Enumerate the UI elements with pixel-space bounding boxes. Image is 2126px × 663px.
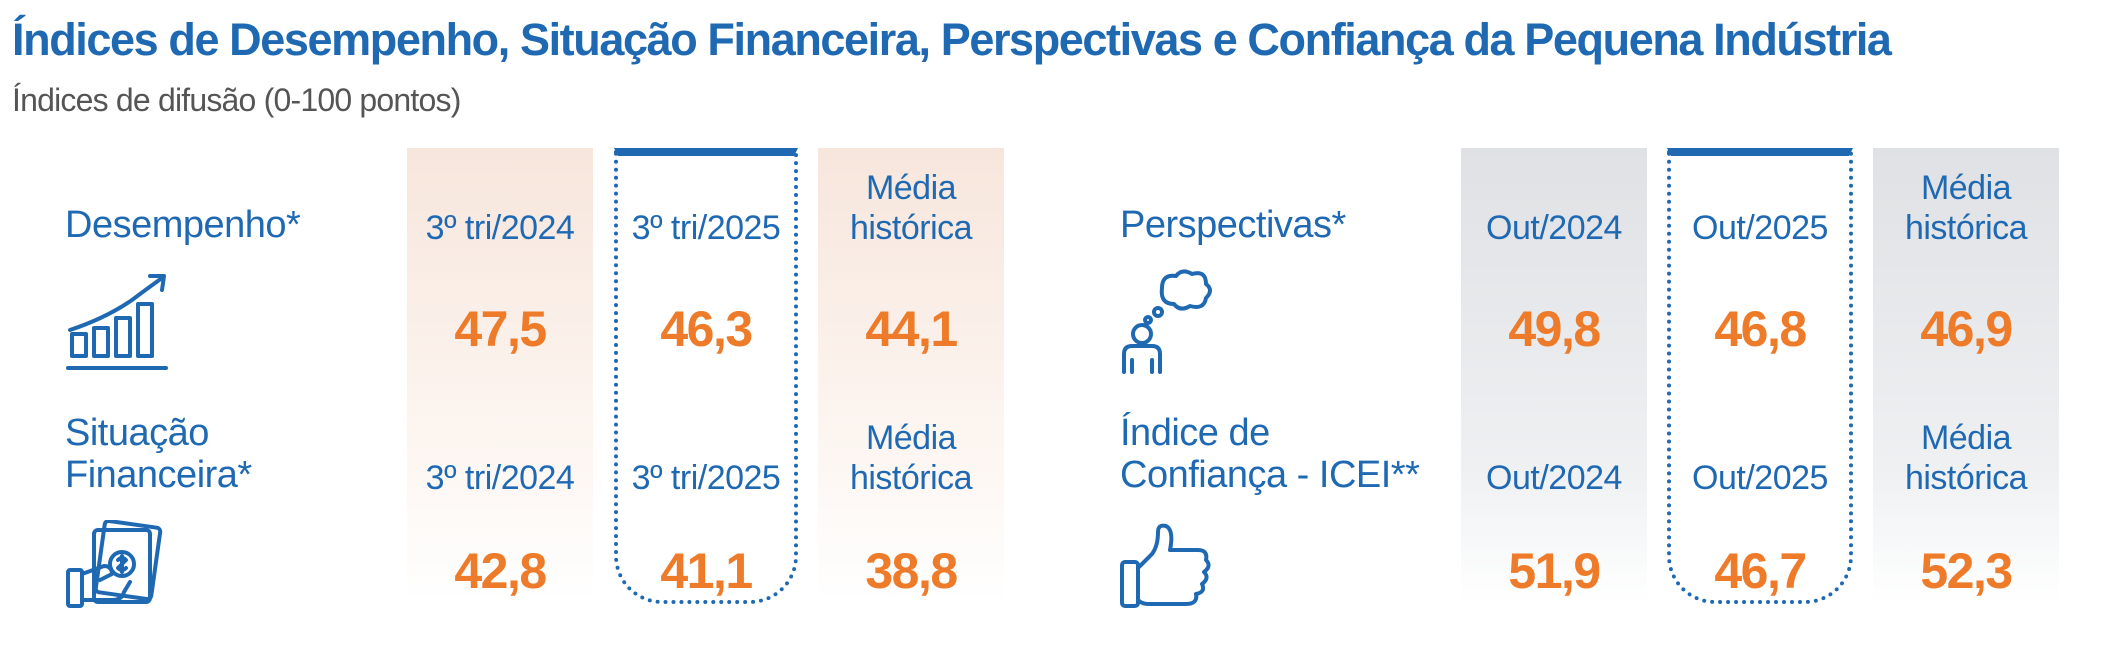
column-current-left (614, 148, 798, 604)
bar-growth-icon (66, 272, 170, 381)
page-title: Índices de Desempenho, Situação Financei… (12, 14, 1892, 65)
header-previous: 3º tri/2024 (425, 459, 575, 497)
value-average: 52,3 (1920, 543, 2013, 599)
header-current: 3º tri/2025 (631, 209, 781, 247)
row-label-desempenho: Desempenho* (65, 204, 301, 246)
row-label-icei: Índice de Confiança - ICEI** (1120, 412, 1420, 496)
header-previous: 3º tri/2024 (425, 209, 575, 247)
column-previous-right (1461, 148, 1647, 604)
header-current: 3º tri/2025 (631, 459, 781, 497)
thumbs-up-icon (1118, 520, 1214, 617)
value-previous: 42,8 (454, 543, 547, 599)
header-average: Média histórica (1904, 169, 2028, 247)
value-average: 38,8 (865, 543, 958, 599)
header-average: Média histórica (849, 169, 973, 247)
row-label-perspectivas: Perspectivas* (1120, 204, 1346, 246)
value-average: 44,1 (865, 301, 958, 357)
money-hand-icon (64, 518, 164, 617)
header-current: Out/2025 (1692, 459, 1828, 497)
column-current-right (1667, 148, 1853, 604)
column-previous-left (407, 148, 593, 604)
header-current: Out/2025 (1692, 209, 1828, 247)
column-average-left (818, 148, 1004, 604)
header-average: Média histórica (849, 419, 973, 497)
value-current: 46,8 (1714, 301, 1807, 357)
header-previous: Out/2024 (1486, 459, 1622, 497)
page-subtitle: Índices de difusão (0-100 pontos) (12, 82, 461, 118)
value-current: 41,1 (660, 543, 753, 599)
value-current: 46,3 (660, 301, 753, 357)
header-average: Média histórica (1904, 419, 2028, 497)
value-average: 46,9 (1920, 301, 2013, 357)
thinking-person-icon (1118, 268, 1218, 381)
value-current: 46,7 (1714, 543, 1807, 599)
value-previous: 49,8 (1508, 301, 1601, 357)
column-average-right (1873, 148, 2059, 604)
value-previous: 47,5 (454, 301, 547, 357)
value-previous: 51,9 (1508, 543, 1601, 599)
header-previous: Out/2024 (1486, 209, 1622, 247)
row-label-situacao-financeira: Situação Financeira* (65, 412, 252, 496)
